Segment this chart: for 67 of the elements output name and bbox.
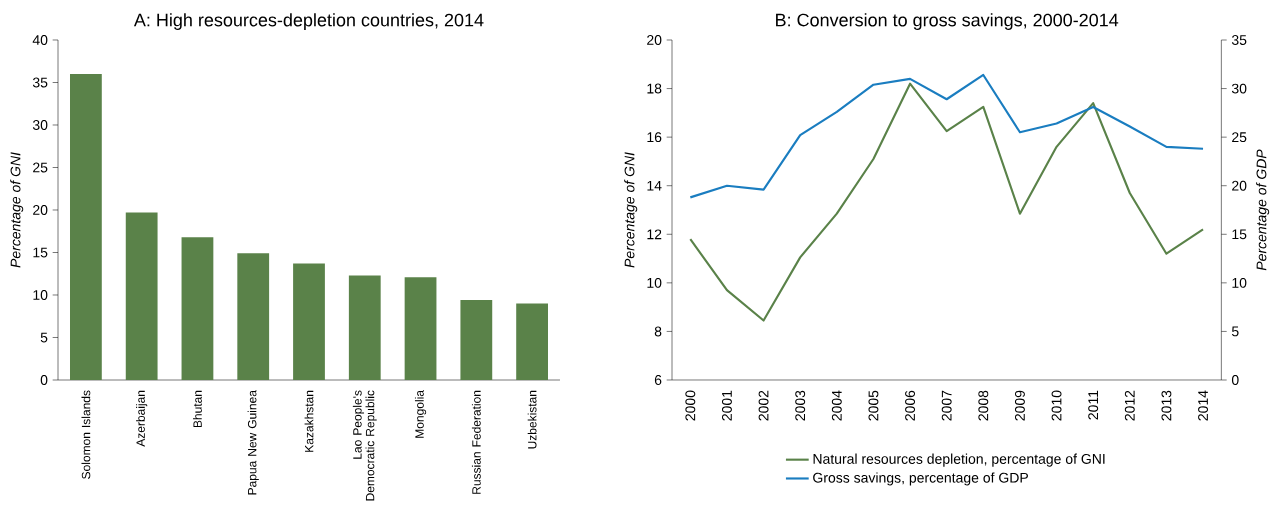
x-tick-label: 2002 (758, 390, 769, 421)
y-tick-label: 0 (40, 375, 48, 385)
y-tick-label: 16 (647, 132, 662, 143)
y2-tick-label: 15 (1232, 229, 1247, 240)
x-tick-label: Solomon Islands (81, 390, 91, 479)
legend-label: Gross savings, percentage of GDP (813, 472, 1028, 486)
y2-tick-label: 25 (1232, 132, 1247, 143)
bar (237, 253, 270, 380)
x-tick-label: 2003 (795, 390, 806, 421)
y2-axis-title: Percentage of GDP (1256, 149, 1270, 271)
x-tick-label: 2009 (1014, 390, 1025, 421)
x-tick-label: 2010 (1051, 390, 1062, 421)
x-tick-label: 2005 (868, 390, 879, 421)
y-tick-label: 25 (33, 162, 48, 173)
x-tick-label: Papua New Guinea (247, 390, 259, 495)
x-tick-label: 2006 (905, 390, 916, 421)
bar (516, 303, 548, 380)
y-axis-title: Percentage of GNI (10, 152, 24, 268)
y-tick-label: 10 (33, 290, 48, 300)
y-tick-label: 5 (40, 332, 48, 343)
y-tick-label: 14 (647, 180, 662, 191)
bar (404, 277, 437, 380)
x-tick-label: Mongolia (414, 390, 427, 438)
y-tick-label: 40 (32, 35, 48, 45)
y2-tick-label: 5 (1231, 326, 1239, 337)
y-tick-label: 20 (33, 205, 48, 215)
bar (125, 212, 158, 380)
chart-title: B: Conversion to gross savings, 2000-2014 (776, 13, 1119, 30)
x-tick-label: 2008 (978, 390, 989, 421)
y-axis-title: Percentage of GNI (624, 152, 638, 268)
bar (460, 300, 493, 380)
y-tick-label: 15 (33, 247, 48, 258)
x-tick-label: 2000 (685, 390, 696, 421)
y-tick-label: 12 (647, 229, 662, 240)
x-tick-label: Kazakhstan (304, 390, 314, 452)
x-tick-label: 2007 (941, 390, 952, 421)
x-tick-label: Russian Federation (471, 390, 481, 494)
x-tick-label: 2001 (722, 390, 732, 421)
y-tick-label: 35 (32, 77, 48, 88)
x-tick-label: Bhutan (193, 390, 202, 428)
y2-tick-label: 20 (1232, 180, 1247, 191)
x-tick-label: Azerbaijan (136, 390, 148, 447)
y-tick-label: 18 (647, 83, 662, 94)
x-tick-label: Uzbekistan (527, 390, 537, 449)
y2-tick-label: 30 (1231, 83, 1247, 94)
x-tick-label: 2014 (1198, 390, 1208, 421)
x-tick-label: 2013 (1161, 390, 1172, 421)
y-tick-label: 30 (32, 120, 48, 130)
x-tick-label: 2004 (831, 390, 842, 421)
bar (181, 237, 214, 380)
y-tick-label: 6 (654, 375, 662, 385)
bar (69, 74, 102, 380)
y2-tick-label: 0 (1231, 375, 1239, 385)
x-tick-label: 2011 (1088, 390, 1099, 420)
x-tick-label: Lao People's Democratic Republic (352, 390, 377, 501)
y2-tick-label: 35 (1231, 35, 1247, 45)
bar (293, 263, 325, 380)
y-tick-label: 10 (647, 277, 662, 288)
chart-title: A: High resources-depletion countries, 2014 (133, 13, 484, 30)
y-tick-label: 20 (647, 35, 662, 45)
y-tick-label: 8 (654, 326, 662, 337)
y2-tick-label: 10 (1232, 277, 1247, 288)
line-series (689, 73, 1205, 199)
x-tick-label: 2012 (1124, 390, 1135, 421)
line-series (689, 82, 1205, 322)
legend-label: Natural resources depletion, percentage of GNI (813, 453, 1105, 467)
bar (348, 275, 381, 380)
